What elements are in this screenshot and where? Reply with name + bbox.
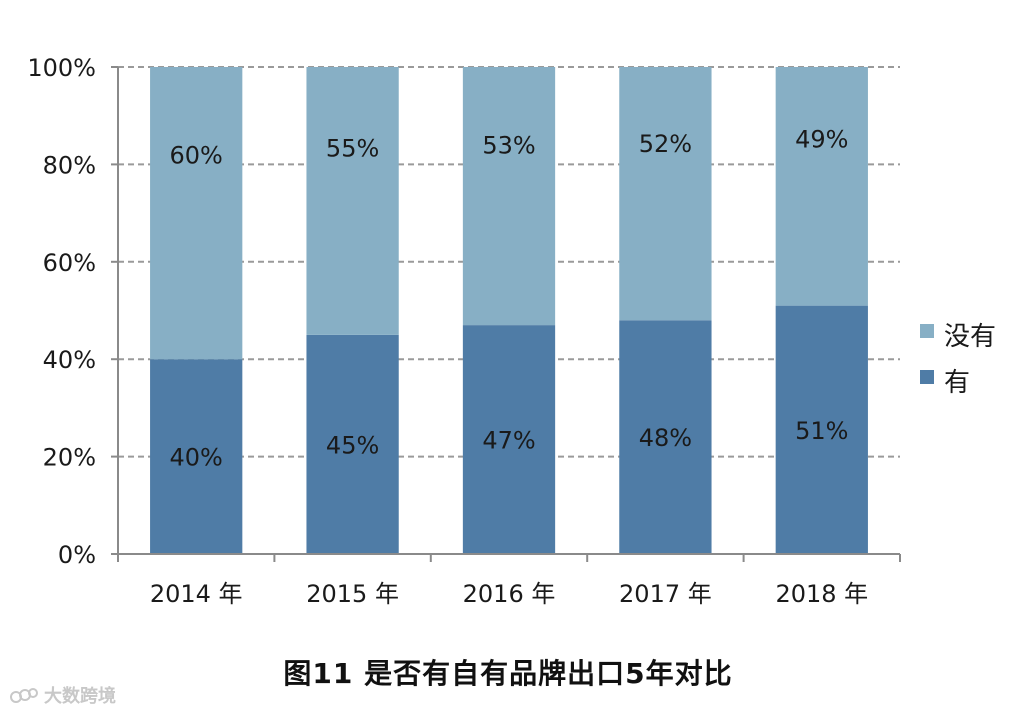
data-labels: 40% 60% 45% 55% 47% 53% 48% 52% 51% 49% xyxy=(170,126,849,472)
data-label: 48% xyxy=(639,424,692,452)
legend-swatch xyxy=(920,324,934,338)
figure-caption: 图11 是否有自有品牌出口5年对比 xyxy=(283,657,733,690)
bar-segment xyxy=(150,67,243,360)
y-tick-label: 60% xyxy=(43,249,96,277)
axes: 0% 20% 40% 60% 80% 100% 2014 年 2015 年 2016 年 2017… xyxy=(27,54,901,608)
data-label: 60% xyxy=(170,142,223,170)
data-label: 47% xyxy=(482,427,535,455)
y-tick-label: 20% xyxy=(43,444,96,472)
x-tick-label: 2014 年 xyxy=(150,580,243,608)
bar-segment xyxy=(775,305,868,554)
data-label: 53% xyxy=(482,131,535,159)
data-label: 49% xyxy=(795,126,848,154)
stacked-bar-chart: 0% 20% 40% 60% 80% 100% 2014 年 2015 年 2016 年 2017… xyxy=(27,54,996,608)
watermark-logo-icon xyxy=(10,688,38,703)
legend: 没有有 xyxy=(920,322,996,398)
x-tick-label: 2017 年 xyxy=(619,580,712,608)
y-tick-label: 0% xyxy=(58,541,96,569)
bar-segment xyxy=(775,67,868,306)
y-tick-label: 40% xyxy=(43,346,96,374)
bar-segment xyxy=(462,325,556,554)
bar-segment xyxy=(150,359,243,554)
x-tick-label: 2016 年 xyxy=(463,580,556,608)
watermark-text: 大数跨境 xyxy=(44,686,116,707)
x-tick-label: 2018 年 xyxy=(775,580,868,608)
data-label: 55% xyxy=(326,134,379,162)
data-label: 51% xyxy=(795,417,848,445)
bar-segment xyxy=(619,320,712,554)
legend-swatch xyxy=(920,370,934,384)
y-tick-label: 100% xyxy=(27,54,96,82)
data-label: 40% xyxy=(170,444,223,472)
data-label: 52% xyxy=(639,130,692,158)
legend-label: 没有 xyxy=(944,322,996,352)
watermark: 大数跨境 xyxy=(10,682,116,708)
x-tick-label: 2015 年 xyxy=(306,580,399,608)
legend-label: 有 xyxy=(944,368,970,398)
bar-segment xyxy=(306,67,399,335)
y-tick-label: 80% xyxy=(43,151,96,179)
data-label: 45% xyxy=(326,431,379,459)
bar-segment xyxy=(462,67,556,326)
bars xyxy=(150,67,868,554)
bar-segment xyxy=(619,67,712,321)
bar-segment xyxy=(306,334,399,554)
